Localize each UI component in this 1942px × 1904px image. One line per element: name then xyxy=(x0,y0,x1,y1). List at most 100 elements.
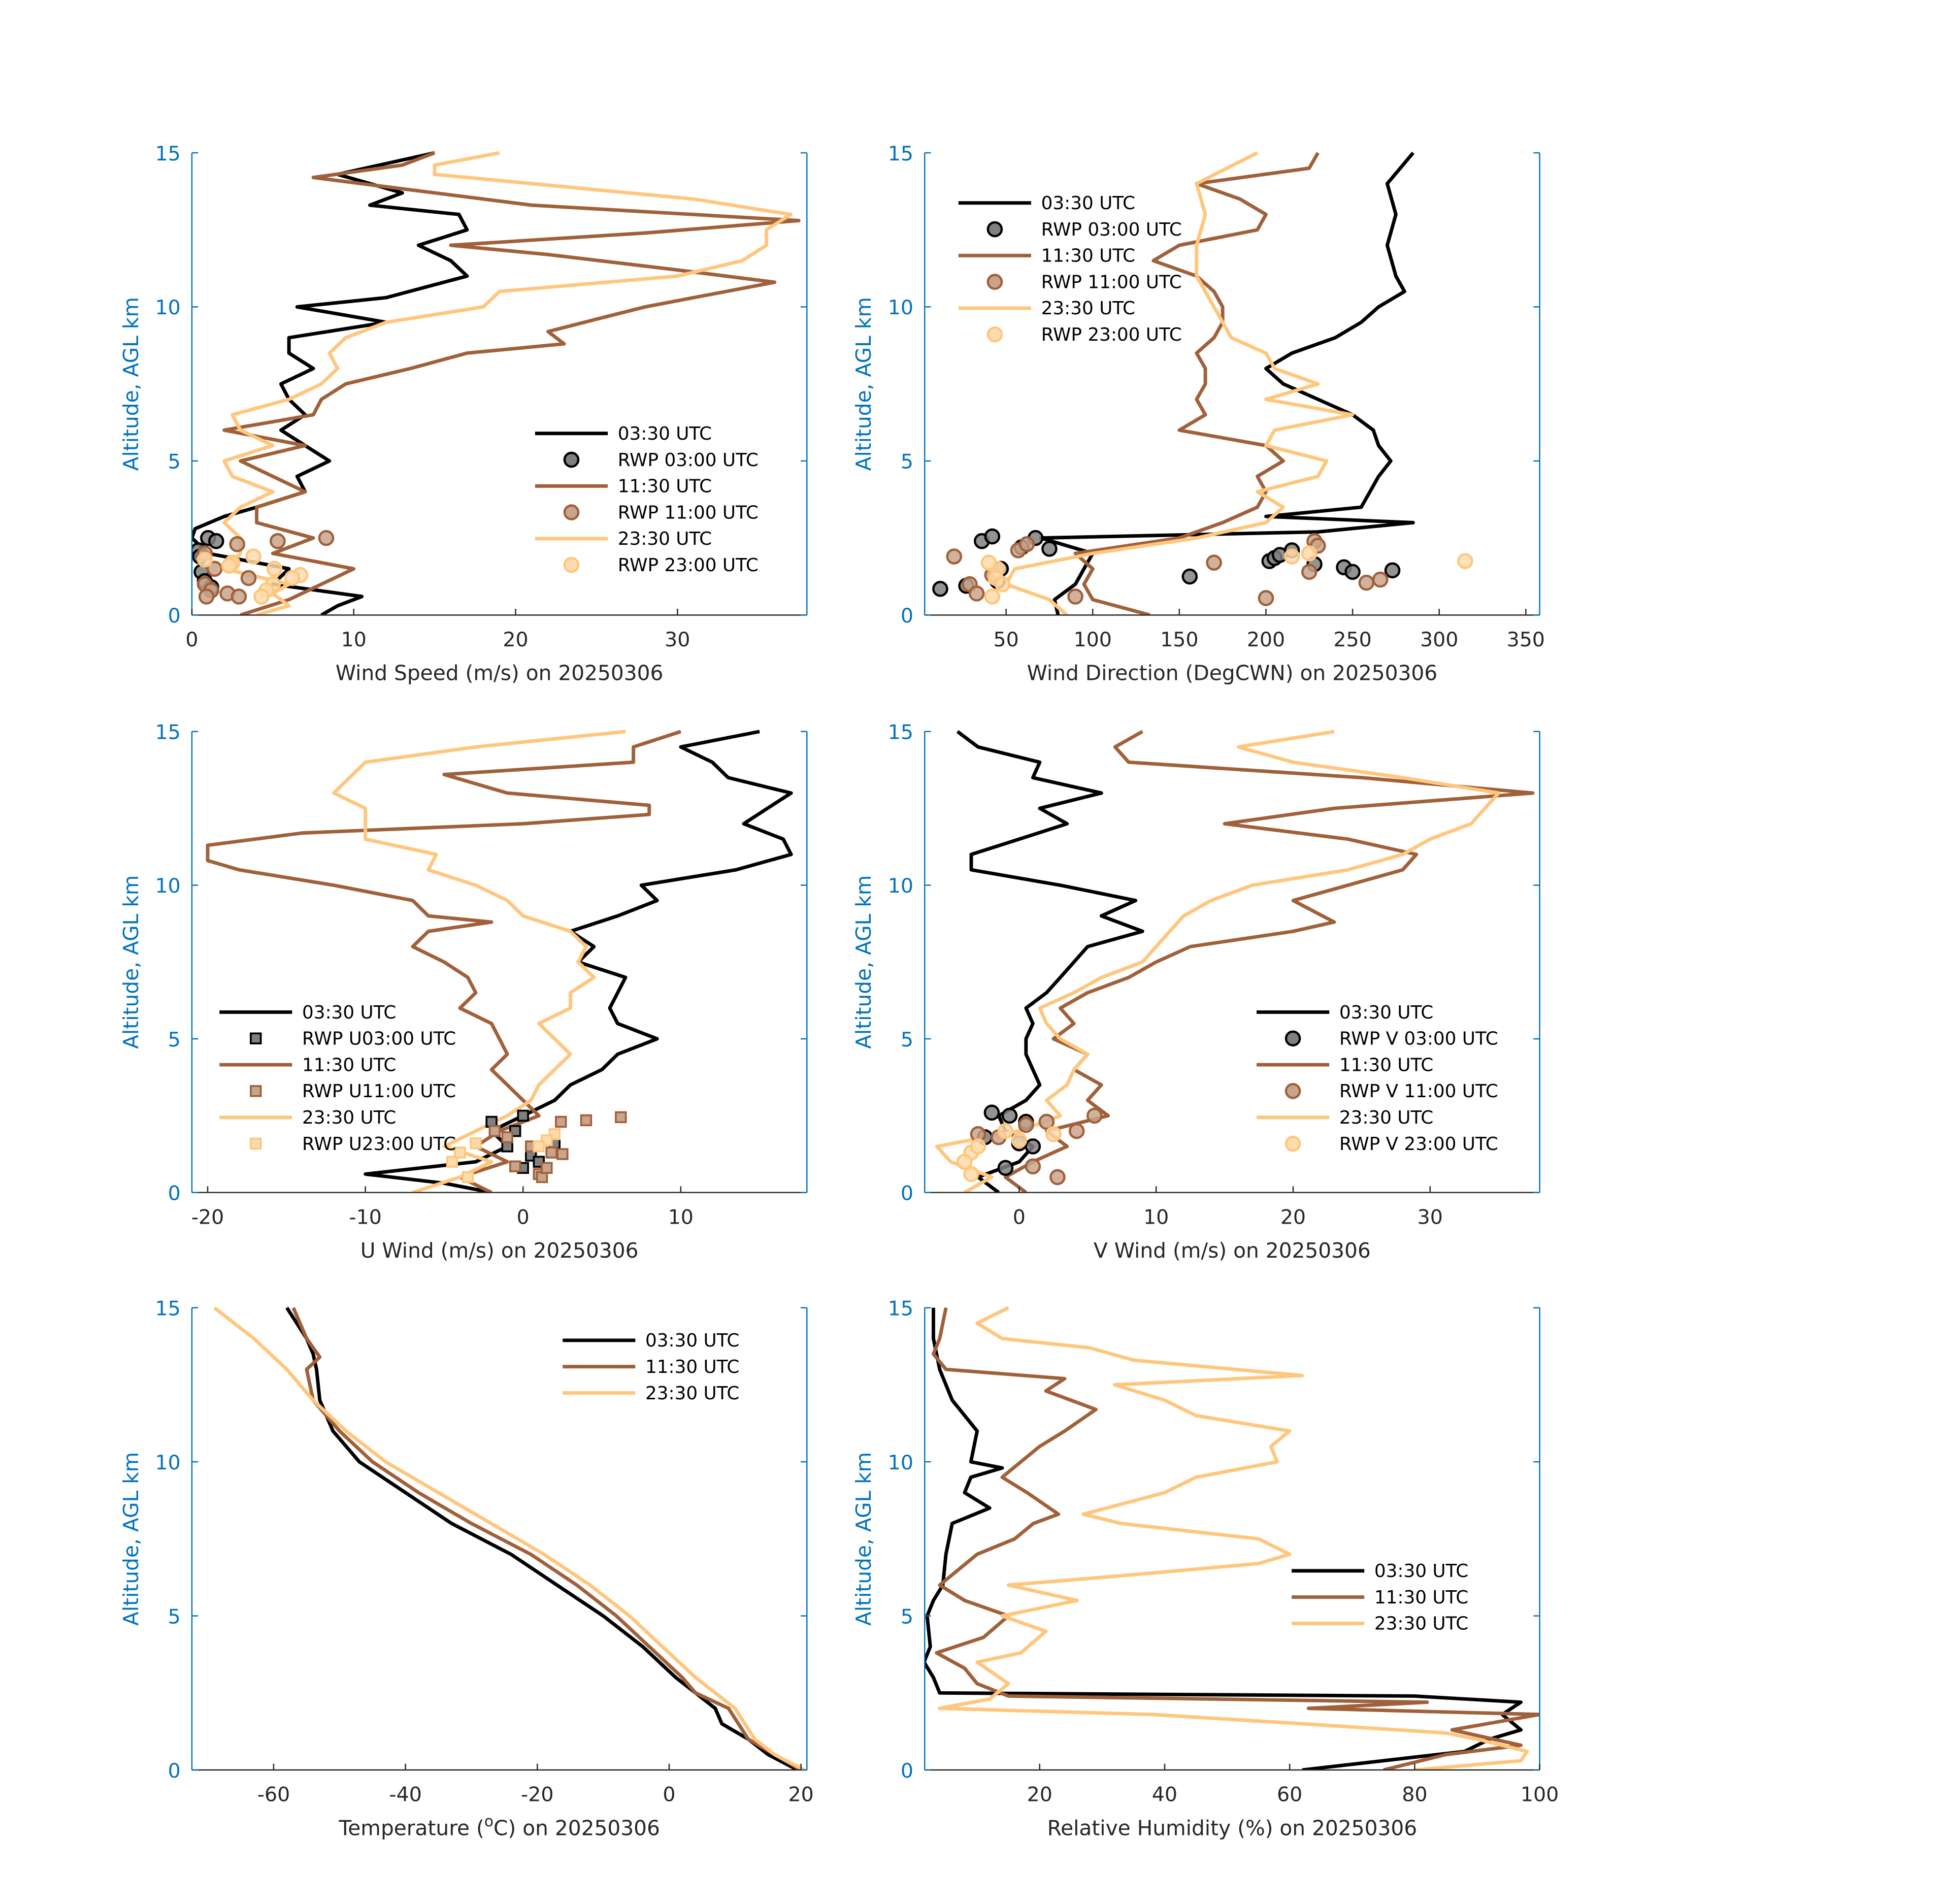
legend-entry: 03:30 UTC xyxy=(563,1330,739,1351)
legend-label: RWP 03:00 UTC xyxy=(618,450,759,471)
x-axis-label-suffix: C) on 20250306 xyxy=(493,1816,660,1840)
x-tick-label: 350 xyxy=(1507,628,1545,651)
data-point xyxy=(266,561,283,577)
data-point xyxy=(1001,1107,1018,1124)
legend-label: 11:30 UTC xyxy=(645,1357,739,1377)
panel-4: 0 5 10 15 0 10 20 30 V Wind (m/s) on 20250306 Alt… xyxy=(851,721,1540,1263)
y-axis-label: Altitude, AGL km xyxy=(851,875,876,1049)
x-tick-label: 250 xyxy=(1333,628,1371,651)
data-point xyxy=(963,1166,979,1183)
y-tick-label: 0 xyxy=(901,604,913,628)
data-point xyxy=(270,533,286,549)
legend-entry: 03:30 UTC xyxy=(535,423,712,444)
series-line-0 xyxy=(925,1307,1523,1770)
data-point xyxy=(198,588,215,605)
x-tick-label: 20 xyxy=(1027,1783,1052,1807)
data-point-square xyxy=(454,1146,466,1159)
panel-2: 0 5 10 15 50 100 150 200 250 300 350 Wind Direction… xyxy=(851,142,1545,685)
plot-area xyxy=(932,151,1473,615)
series-line-4 xyxy=(1004,151,1355,615)
y-axis-label: Altitude, AGL km xyxy=(851,1452,876,1626)
legend-label: RWP 11:00 UTC xyxy=(618,502,759,523)
legend-label: RWP 23:00 UTC xyxy=(1041,324,1182,345)
legend-label: 03:30 UTC xyxy=(618,423,712,444)
legend-label: 23:30 UTC xyxy=(645,1383,739,1404)
y-tick-label: 15 xyxy=(155,1297,181,1320)
legend-label: 23:30 UTC xyxy=(618,529,712,549)
data-point xyxy=(1358,574,1375,591)
legend-marker-swatch xyxy=(563,504,580,520)
x-tick-label: 0 xyxy=(1013,1205,1026,1229)
legend-entry: RWP V 23:00 UTC xyxy=(1285,1134,1498,1155)
y-tick-label: 5 xyxy=(168,1028,181,1052)
legend-entry: 03:30 UTC xyxy=(958,193,1135,214)
data-point xyxy=(932,580,948,597)
y-tick-label: 5 xyxy=(901,1028,913,1052)
data-point xyxy=(1283,548,1300,565)
data-point xyxy=(1206,554,1222,571)
y-axis-label: Altitude, AGL km xyxy=(119,875,143,1049)
x-tick-label: 0 xyxy=(185,628,198,651)
data-point xyxy=(1038,1113,1055,1130)
y-tick-label: 10 xyxy=(155,1451,181,1474)
legend-label: RWP U11:00 UTC xyxy=(302,1081,456,1102)
series-line-1 xyxy=(932,1307,1540,1770)
legend-label: 03:30 UTC xyxy=(1339,1002,1433,1023)
legend-label: RWP 11:00 UTC xyxy=(1041,272,1182,292)
data-point xyxy=(208,533,224,549)
x-tick-label: 80 xyxy=(1402,1783,1427,1807)
legend-label: RWP V 23:00 UTC xyxy=(1339,1134,1498,1155)
legend-entry: RWP 23:00 UTC xyxy=(563,555,759,576)
x-tick-label: 100 xyxy=(1521,1783,1559,1807)
legend-marker-swatch xyxy=(1285,1030,1301,1047)
y-tick-label: 10 xyxy=(155,296,181,319)
x-tick-label: 200 xyxy=(1247,628,1285,651)
legend-entry: RWP 23:00 UTC xyxy=(986,324,1182,345)
y-axis-label: Altitude, AGL km xyxy=(851,297,876,471)
data-point xyxy=(1011,1132,1028,1148)
data-point xyxy=(1018,1117,1034,1133)
x-axis-label: Wind Direction (DegCWN) on 20250306 xyxy=(1027,661,1438,685)
data-point-square xyxy=(545,1146,557,1159)
series-line-2 xyxy=(222,151,801,615)
data-point-square xyxy=(470,1137,482,1150)
panel-5: 0 5 10 15 -60 -40 -20 0 20 Temperature (oC) on 20… xyxy=(119,1297,814,1840)
data-point xyxy=(231,588,247,605)
legend-label: 03:30 UTC xyxy=(645,1330,739,1351)
x-tick-label: 20 xyxy=(1280,1205,1306,1229)
legend-label: 03:30 UTC xyxy=(302,1002,396,1023)
data-point xyxy=(318,530,335,546)
legend-entry: 03:30 UTC xyxy=(1257,1002,1433,1023)
legend-label: RWP 23:00 UTC xyxy=(618,555,759,576)
data-point xyxy=(1018,536,1035,552)
plot-area xyxy=(191,151,801,615)
legend-entry: RWP 03:00 UTC xyxy=(986,219,1182,240)
legend-entry: 11:30 UTC xyxy=(219,1055,396,1075)
x-axis-label: Relative Humidity (%) on 20250306 xyxy=(1047,1816,1417,1840)
y-tick-label: 0 xyxy=(168,1759,181,1783)
x-tick-label: 30 xyxy=(1418,1205,1443,1229)
data-point xyxy=(229,536,246,552)
data-point xyxy=(1067,588,1083,605)
series-line-0 xyxy=(285,1306,799,1770)
data-point-square xyxy=(462,1171,474,1184)
legend-entry: 23:30 UTC xyxy=(535,529,712,549)
data-point xyxy=(206,561,223,577)
legend-label: 11:30 UTC xyxy=(1339,1055,1433,1075)
legend-marker-swatch xyxy=(1285,1135,1301,1152)
data-point xyxy=(983,1104,1000,1121)
legend-entry: 03:30 UTC xyxy=(219,1002,396,1023)
legend-entry: RWP V 11:00 UTC xyxy=(1285,1081,1498,1102)
legend-label: 23:30 UTC xyxy=(1374,1614,1468,1634)
x-tick-label: 60 xyxy=(1277,1783,1302,1807)
legend: 03:30 UTC 11:30 UTC 23:30 UTC xyxy=(563,1330,739,1404)
panel-3: 0 5 10 15 -20 -10 0 10 U Wind (m/s) on 20250306 A… xyxy=(119,721,808,1263)
data-point xyxy=(1049,1169,1066,1186)
series-line-2 xyxy=(213,1306,805,1770)
data-point xyxy=(1372,571,1389,588)
y-tick-label: 0 xyxy=(901,1181,913,1205)
y-tick-label: 5 xyxy=(901,450,913,474)
y-tick-label: 15 xyxy=(888,142,913,166)
x-tick-label: 100 xyxy=(1074,628,1112,651)
